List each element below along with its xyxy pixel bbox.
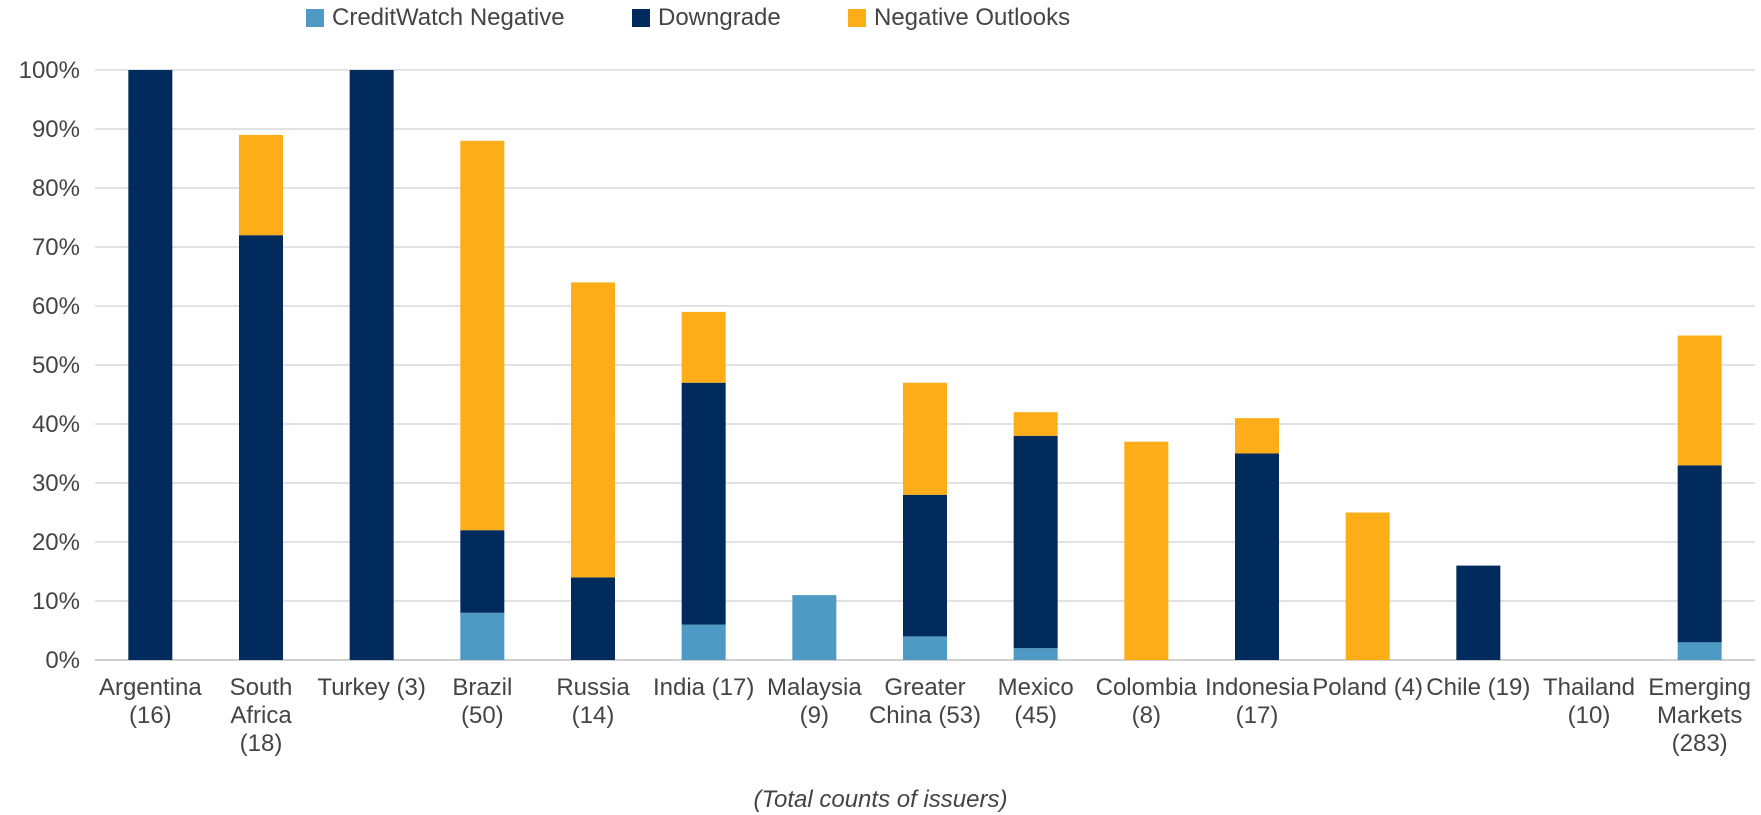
bar-segment: [571, 577, 615, 660]
x-tick-label: Poland (4): [1312, 674, 1423, 701]
y-tick-label: 70%: [32, 234, 80, 261]
bar-segment: [239, 134, 283, 236]
x-tick-label: Malaysia (9): [767, 674, 862, 729]
bar-segment: [460, 612, 505, 660]
legend-label: Negative Outlooks: [874, 4, 1071, 31]
bar-segment: [1124, 441, 1169, 660]
bar-segment: [571, 282, 615, 578]
y-tick-label: 0%: [45, 647, 80, 674]
legend-label: Downgrade: [658, 4, 781, 31]
y-tick-label: 80%: [32, 175, 80, 202]
y-tick-label: 20%: [32, 529, 80, 556]
legend-item-downgrade: Downgrade: [632, 4, 781, 32]
y-tick-label: 30%: [32, 470, 80, 497]
y-tick-label: 40%: [32, 411, 80, 438]
bar-segment: [460, 530, 505, 613]
chart-note: (Total counts of issuers): [753, 786, 1008, 813]
x-tick-label: Turkey (3): [317, 674, 425, 701]
x-tick-label: Mexico (45): [998, 674, 1074, 729]
legend-swatch: [848, 9, 866, 27]
bar-segment: [1013, 648, 1058, 660]
x-tick-label: Brazil (50): [452, 674, 512, 729]
x-tick-label: Emerging Markets (283): [1648, 674, 1751, 757]
legend-item-creditwatch-negative: CreditWatch Negative: [306, 4, 565, 32]
x-tick-label: Colombia (8): [1096, 674, 1198, 729]
bar-segment: [349, 70, 394, 660]
bar-segment: [1677, 465, 1722, 643]
x-tick-label: South Africa (18): [230, 674, 293, 757]
legend-label: CreditWatch Negative: [332, 4, 565, 31]
legend-swatch: [306, 9, 324, 27]
x-tick-label: Indonesia (17): [1205, 674, 1310, 729]
bar-segment: [681, 382, 726, 625]
legend-item-negative-outlooks: Negative Outlooks: [848, 4, 1070, 32]
bar-segment: [1235, 418, 1279, 454]
legend-swatch: [632, 9, 650, 27]
bar-segment: [1677, 335, 1722, 466]
bar-segment: [1013, 412, 1058, 436]
bar-segment: [681, 624, 726, 660]
x-tick-label: Thailand (10): [1543, 674, 1635, 729]
bar-segment: [681, 311, 726, 383]
x-tick-label: India (17): [653, 674, 754, 701]
bar-segment: [792, 595, 837, 660]
bar-segment: [1456, 565, 1501, 660]
y-tick-label: 10%: [32, 588, 80, 615]
bar-segment: [1677, 642, 1722, 660]
y-tick-label: 50%: [32, 352, 80, 379]
bar-segment: [903, 636, 947, 660]
bar-segment: [1345, 512, 1390, 660]
x-tick-label: Argentina (16): [99, 674, 202, 729]
bar-segment: [460, 140, 505, 531]
bar-segment: [903, 494, 947, 637]
bar-segment: [239, 235, 283, 660]
x-tick-label: Greater China (53): [869, 674, 981, 729]
y-tick-label: 60%: [32, 293, 80, 320]
legend: CreditWatch Negative Downgrade Negative …: [0, 4, 1761, 40]
y-tick-label: 100%: [19, 57, 80, 84]
bar-segment: [1235, 453, 1279, 660]
bar-segment: [903, 382, 947, 495]
y-tick-label: 90%: [32, 116, 80, 143]
x-tick-label: Russia (14): [556, 674, 630, 729]
x-tick-label: Chile (19): [1426, 674, 1530, 701]
bar-segment: [1013, 435, 1058, 649]
bar-segment: [128, 70, 173, 660]
stacked-bar-chart: 0% 10% 20% 30% 40% 50% 60% 70% 80% 90% 100% Argenti…: [19, 57, 1755, 757]
